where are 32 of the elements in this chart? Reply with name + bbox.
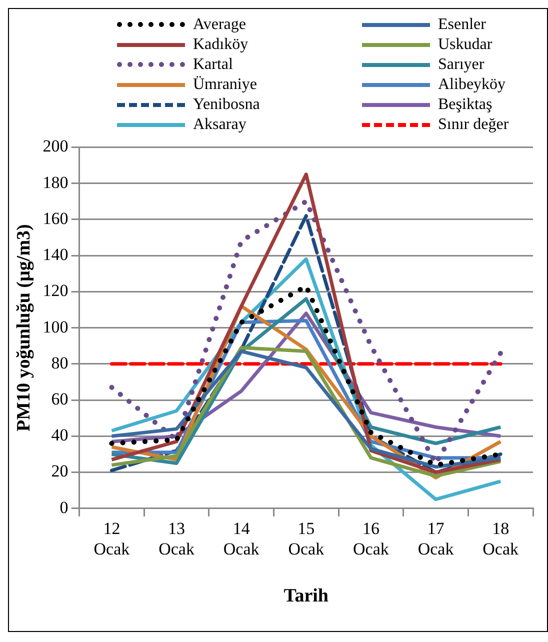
legend-label: Esenler <box>438 15 486 34</box>
y-tick-label: 60 <box>51 390 68 409</box>
y-tick-label: 140 <box>42 245 68 264</box>
x-axis-title: Tarih <box>284 586 329 607</box>
legend-label: Aksaray <box>193 115 246 134</box>
x-tick-label: 12 Ocak <box>94 519 130 558</box>
y-tick-label: 160 <box>42 208 68 228</box>
legend-label: Ümraniye <box>193 75 257 94</box>
y-tick-label: 20 <box>51 462 68 481</box>
y-tick-label: 40 <box>51 426 68 445</box>
legend-label: Kartal <box>193 55 233 74</box>
legend-label: Beşiktaş <box>438 95 492 114</box>
x-tick-label: 17 Ocak <box>418 519 454 558</box>
legend-label: Uskudar <box>438 35 492 54</box>
legend-label: Sarıyer <box>438 55 484 74</box>
y-tick-label: 120 <box>42 281 68 300</box>
legend-label: Yenibosna <box>193 95 260 114</box>
y-tick-label: 0 <box>60 498 68 517</box>
x-tick-label: 13 Ocak <box>158 519 195 558</box>
x-tick-label: 18 Ocak <box>482 519 520 558</box>
x-tick-label: 14 Ocak <box>223 519 260 558</box>
y-tick-label: 80 <box>51 353 68 372</box>
legend-label: Alibeyköy <box>438 75 506 94</box>
x-tick-label: 15 Ocak <box>288 519 325 558</box>
legend-label: Average <box>193 15 246 34</box>
legend-label: Kadıköy <box>193 35 248 54</box>
x-tick-label: 16 Ocak <box>353 519 390 558</box>
y-tick-label: 200 <box>42 136 68 156</box>
y-tick-label: 100 <box>42 317 68 336</box>
y-axis-title: PM10 yoğunluğu (µg/m3) <box>13 224 34 432</box>
legend-label: Sınır değer <box>438 115 509 134</box>
y-tick-label: 180 <box>42 172 68 192</box>
